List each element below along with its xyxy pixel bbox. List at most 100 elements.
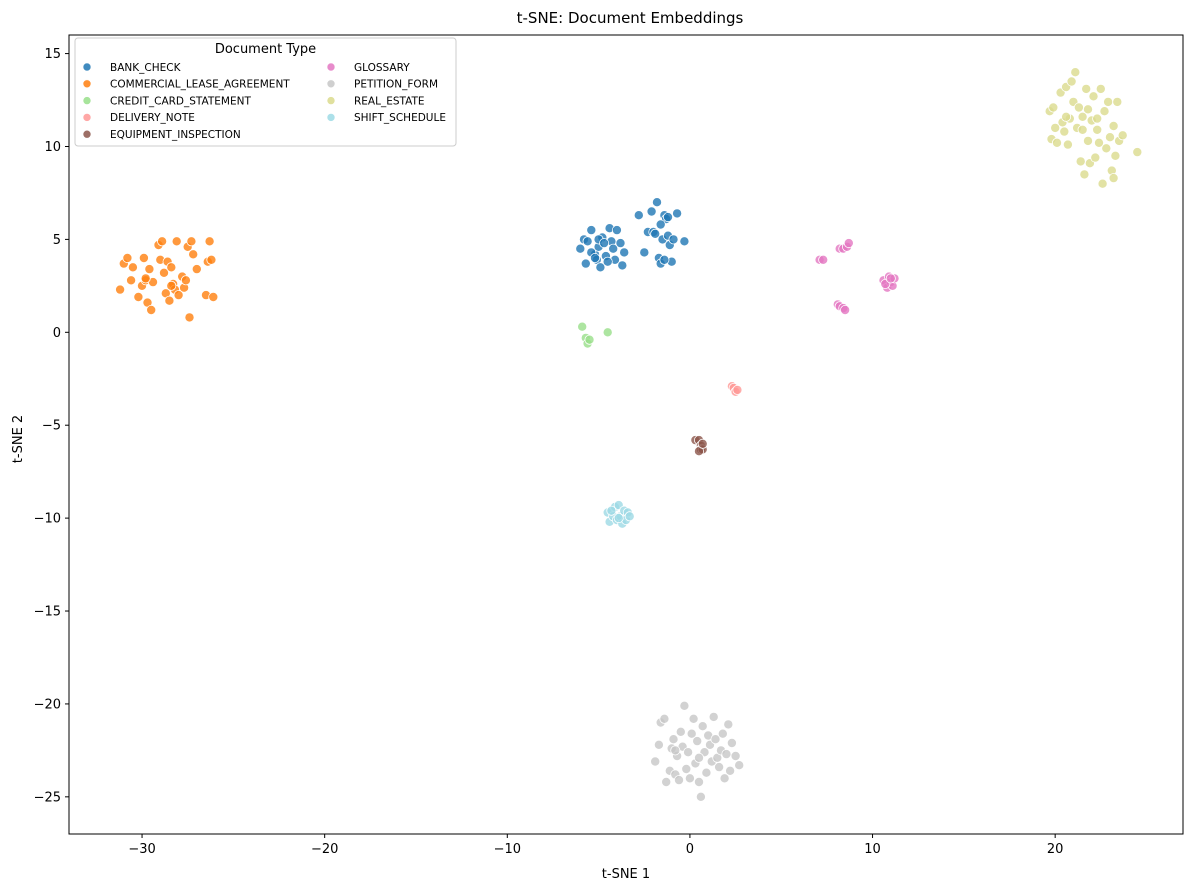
data-point xyxy=(734,760,745,771)
y-tick-label: −10 xyxy=(34,512,61,527)
data-point xyxy=(1097,178,1108,189)
data-point xyxy=(615,238,626,249)
data-point xyxy=(1112,96,1123,107)
data-point xyxy=(595,262,606,273)
data-point xyxy=(697,438,708,449)
y-tick-label: 0 xyxy=(53,326,61,341)
data-point xyxy=(726,738,737,749)
x-tick-label: 20 xyxy=(1047,842,1064,857)
data-point xyxy=(171,236,182,247)
data-point xyxy=(613,513,624,524)
data-point xyxy=(206,254,217,265)
data-point xyxy=(663,212,674,223)
y-tick-label: 10 xyxy=(44,140,61,155)
legend-marker xyxy=(326,62,336,72)
data-point xyxy=(639,247,650,258)
data-point xyxy=(186,236,197,247)
legend-marker xyxy=(326,113,336,122)
data-point xyxy=(688,713,699,724)
legend-entry-label: GLOSSARY xyxy=(354,62,410,74)
y-tick-label: 15 xyxy=(44,47,61,62)
legend-marker xyxy=(82,96,92,105)
legend-entry-label: BANK_CHECK xyxy=(110,62,182,74)
legend-entry-label: PETITION_FORM xyxy=(354,79,438,91)
data-point xyxy=(580,258,591,269)
legend-marker xyxy=(82,62,92,72)
data-point xyxy=(1110,150,1121,161)
data-point xyxy=(674,775,685,786)
data-point xyxy=(173,290,184,301)
data-point xyxy=(710,734,721,745)
series-shift-schedule xyxy=(602,500,635,529)
data-point xyxy=(1103,96,1114,107)
data-point xyxy=(1070,67,1081,78)
data-point xyxy=(577,321,588,332)
data-point xyxy=(717,728,728,739)
data-point xyxy=(166,280,177,291)
data-point xyxy=(695,791,706,802)
data-point xyxy=(1079,169,1090,180)
legend-entry-label: SHIFT_SCHEDULE xyxy=(354,112,446,124)
data-point xyxy=(650,228,661,239)
series-petition-form xyxy=(650,700,745,802)
data-point xyxy=(659,713,670,724)
data-point xyxy=(1052,137,1063,148)
plot-frame xyxy=(68,34,1184,835)
data-point xyxy=(1077,111,1088,122)
data-point xyxy=(684,773,695,784)
data-point xyxy=(1099,106,1110,117)
data-point xyxy=(697,721,708,732)
data-point xyxy=(1083,104,1094,115)
data-point xyxy=(701,767,712,778)
data-point xyxy=(619,247,630,258)
legend-box xyxy=(74,37,457,147)
legend-entry-label: DELIVERY_NOTE xyxy=(110,112,195,124)
data-point xyxy=(692,736,703,747)
data-point xyxy=(1117,130,1128,141)
data-point xyxy=(653,739,664,750)
data-point xyxy=(650,756,661,767)
data-point xyxy=(1108,173,1119,184)
data-point xyxy=(708,711,719,722)
data-point xyxy=(164,295,175,306)
data-point xyxy=(582,236,593,247)
legend-entry-label: REAL_ESTATE xyxy=(354,95,425,107)
data-point xyxy=(208,291,219,302)
y-tick-label: −15 xyxy=(34,605,61,620)
x-tick-label: −20 xyxy=(311,842,338,857)
data-point xyxy=(670,745,681,756)
x-tick-label: −30 xyxy=(128,842,155,857)
data-point xyxy=(1050,122,1061,133)
data-point xyxy=(586,225,597,236)
data-point xyxy=(721,749,732,760)
data-point xyxy=(714,762,725,773)
x-tick-label: 10 xyxy=(864,842,881,857)
data-point xyxy=(1048,102,1059,113)
data-point xyxy=(133,291,144,302)
x-tick-label: 0 xyxy=(686,842,694,857)
data-point xyxy=(719,773,730,784)
y-tick-label: −5 xyxy=(42,419,61,434)
points-layer xyxy=(115,67,1143,802)
data-point xyxy=(122,252,133,263)
axes-layer: −30 −20 −10 0 10 20 −25 −20 −15 −10 −5 0 5 10 15 xyxy=(34,34,1184,857)
data-point xyxy=(679,236,690,247)
data-point xyxy=(584,334,595,345)
y-tick-label: 5 xyxy=(53,233,61,248)
data-point xyxy=(1094,137,1105,148)
data-point xyxy=(659,254,670,265)
x-axis-label: t-SNE 1 xyxy=(602,867,650,882)
y-axis-label: t-SNE 2 xyxy=(11,415,26,463)
data-point xyxy=(1092,113,1103,124)
data-point xyxy=(840,304,851,315)
data-point xyxy=(1132,147,1143,158)
data-point xyxy=(590,252,601,263)
data-point xyxy=(661,777,672,788)
data-point xyxy=(138,252,149,263)
data-point xyxy=(672,208,683,219)
x-tick-label: −10 xyxy=(494,842,521,857)
data-point xyxy=(1062,139,1073,150)
data-point xyxy=(624,511,635,522)
data-point xyxy=(646,206,657,217)
series-commercial-lease-agreement xyxy=(115,236,219,323)
